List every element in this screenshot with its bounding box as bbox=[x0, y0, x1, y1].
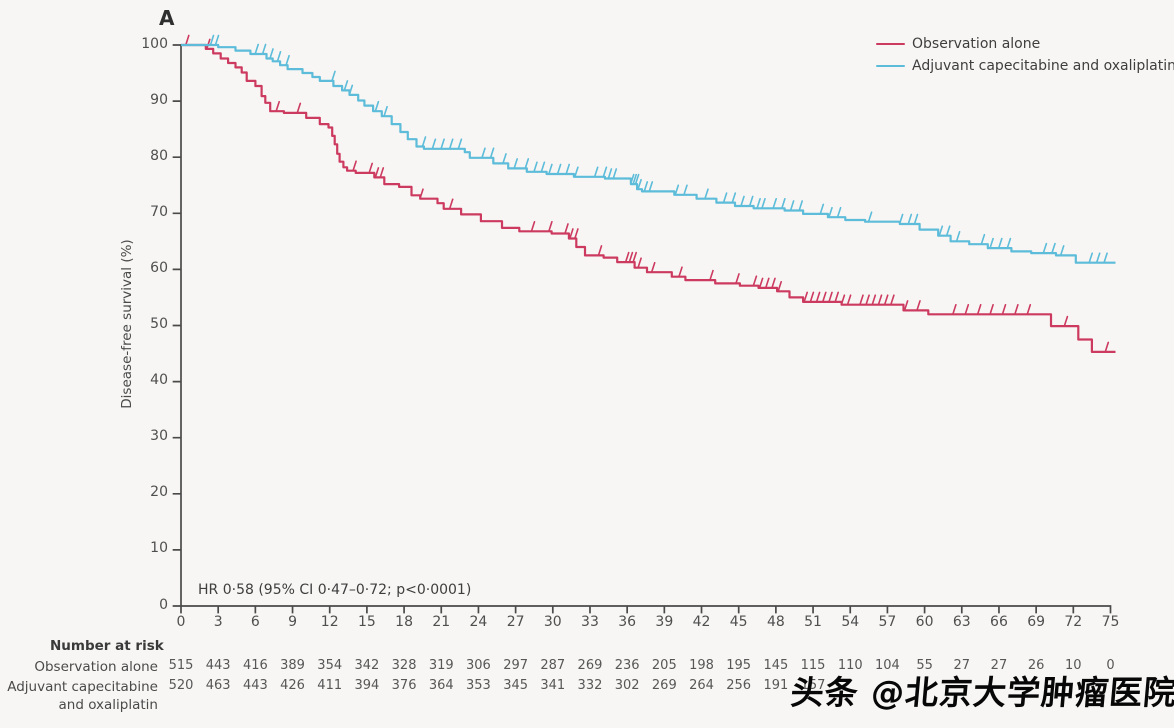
observation-curve bbox=[181, 43, 1116, 353]
legend-label: Observation alone bbox=[912, 36, 1041, 52]
number-at-risk-title: Number at risk bbox=[50, 638, 164, 654]
panel-label: A bbox=[159, 6, 175, 30]
observation-censor-ticks bbox=[185, 34, 1110, 352]
capox-legend-line-icon bbox=[876, 64, 905, 68]
capox-censor-ticks bbox=[209, 34, 1108, 263]
legend-item-capox: Adjuvant capecitabine and oxaliplatin bbox=[876, 58, 1174, 74]
legend-item-observation: Observation alone bbox=[876, 36, 1041, 52]
at-risk-row-label-capox-line1: Adjuvant capecitabine bbox=[7, 679, 158, 695]
at-risk-row-label-capox-line2: and oxaliplatin bbox=[58, 697, 159, 713]
at-risk-row-label-observation: Observation alone bbox=[34, 659, 158, 675]
hazard-ratio-annotation: HR 0·58 (95% CI 0·47–0·72; p<0·0001) bbox=[198, 582, 472, 598]
legend-label: Adjuvant capecitabine and oxaliplatin bbox=[912, 58, 1174, 74]
observation-legend-line-icon bbox=[876, 42, 905, 46]
watermark-text: 头条 @北京大学肿瘤医院 bbox=[789, 673, 1174, 712]
capox-curve bbox=[181, 43, 1116, 264]
axes bbox=[172, 44, 1112, 614]
